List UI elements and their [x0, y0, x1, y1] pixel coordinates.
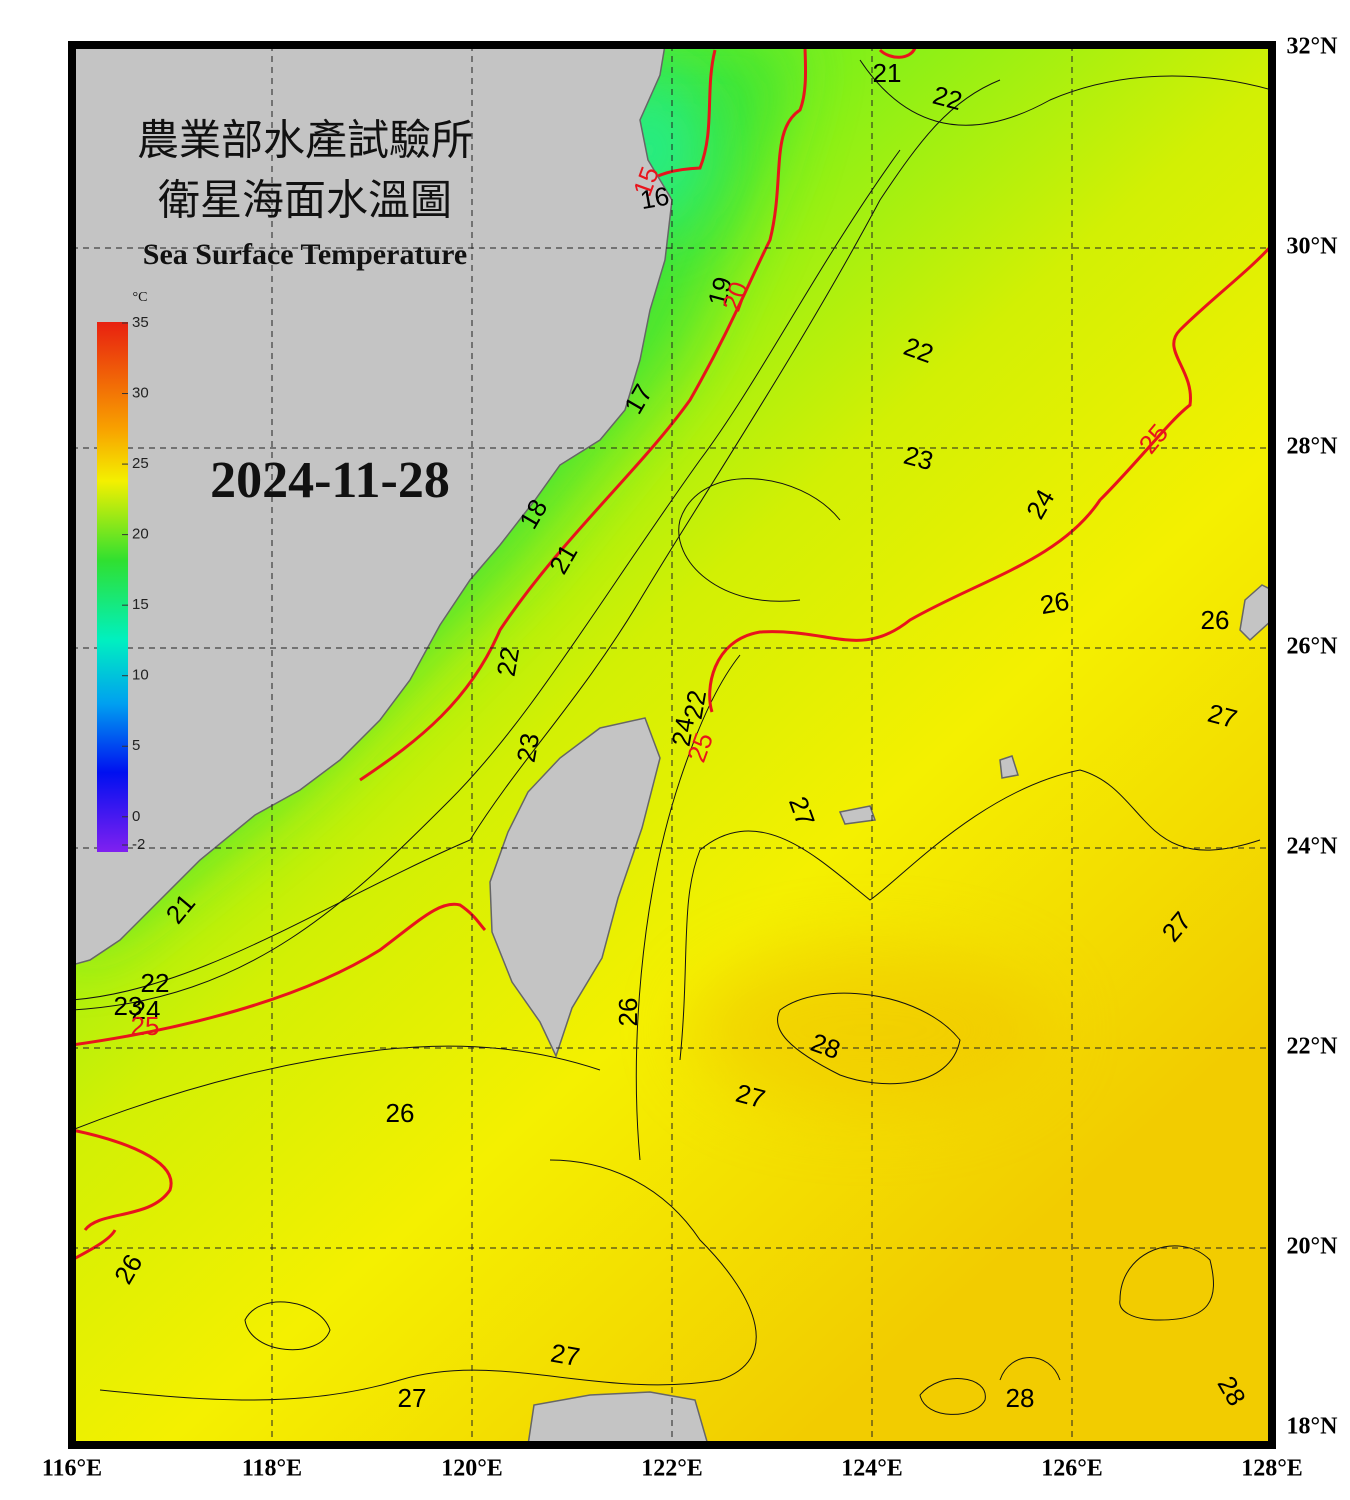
- contour-label: 24: [666, 715, 701, 749]
- colorbar-tick-label: -2: [132, 836, 145, 853]
- warm-water: [690, 950, 1050, 1110]
- y-tick-label: 28°N: [1287, 434, 1339, 460]
- colorbar-tick-label: 25: [132, 455, 149, 472]
- x-tick-label: 126°E: [1041, 1456, 1103, 1482]
- colorbar-tick-label: 35: [132, 314, 149, 331]
- colorbar-tick-label: 0: [132, 808, 140, 825]
- y-tick-label: 26°N: [1287, 634, 1339, 660]
- y-tick-label: 32°N: [1287, 34, 1339, 60]
- subtitle: Sea Surface Temperature: [143, 238, 467, 271]
- contour-label: 23: [511, 731, 546, 765]
- y-tick-label: 22°N: [1287, 1034, 1339, 1060]
- y-tick-label: 18°N: [1287, 1414, 1339, 1440]
- contour-label: 26: [613, 998, 643, 1027]
- contour-label: 27: [549, 1338, 583, 1373]
- title: 衛星海面水溫圖: [158, 179, 452, 225]
- colorbar-tick-label: 30: [132, 385, 149, 402]
- contour-label: 28: [1006, 1383, 1035, 1413]
- map-frame: [68, 41, 1276, 1449]
- contour-label: 24: [132, 995, 161, 1025]
- axes: 116°E 118°E 120°E 122°E 124°E 126°E 128°E 18°N 2…: [42, 34, 1338, 1482]
- y-tick-label: 24°N: [1287, 834, 1339, 860]
- x-tick-label: 124°E: [841, 1456, 903, 1482]
- title: 農業部水產試驗所: [137, 118, 473, 165]
- contour-label: 22: [678, 688, 713, 722]
- date: 2024-11-28: [210, 452, 450, 509]
- contour-label: 25: [131, 1011, 160, 1041]
- colorbar-tick-label: 10: [132, 667, 149, 684]
- x-tick-label: 116°E: [42, 1456, 102, 1482]
- contour-label: 16: [638, 181, 672, 216]
- x-tick-label: 118°E: [242, 1456, 302, 1482]
- contour-label: 23: [114, 991, 143, 1021]
- x-tick-label: 122°E: [641, 1456, 703, 1482]
- contour-label: 26: [1038, 586, 1072, 621]
- contour-label: 26: [386, 1098, 415, 1128]
- contour-label: 22: [491, 645, 526, 679]
- contour-label: 26: [1201, 605, 1230, 635]
- land: [72, 45, 1272, 1445]
- colorbar-tick-label: 15: [132, 596, 149, 613]
- contours: [72, 45, 1272, 1415]
- x-tick-label: 120°E: [441, 1456, 503, 1482]
- x-tick-label: 128°E: [1241, 1456, 1303, 1482]
- colorbar: [97, 322, 128, 852]
- contour-label: 21: [873, 58, 902, 88]
- colorbar-unit: °C: [133, 290, 148, 305]
- y-tick-label: 30°N: [1287, 234, 1339, 260]
- contour-label: 22: [141, 968, 170, 998]
- colorbar-tick-label: 5: [132, 737, 140, 754]
- colorbar-ticks: 35 30 25 20 15 10 5 0 -2: [122, 314, 149, 853]
- y-tick-label: 20°N: [1287, 1234, 1339, 1260]
- contour-label: 27: [398, 1383, 427, 1413]
- colorbar-tick-label: 20: [132, 526, 149, 543]
